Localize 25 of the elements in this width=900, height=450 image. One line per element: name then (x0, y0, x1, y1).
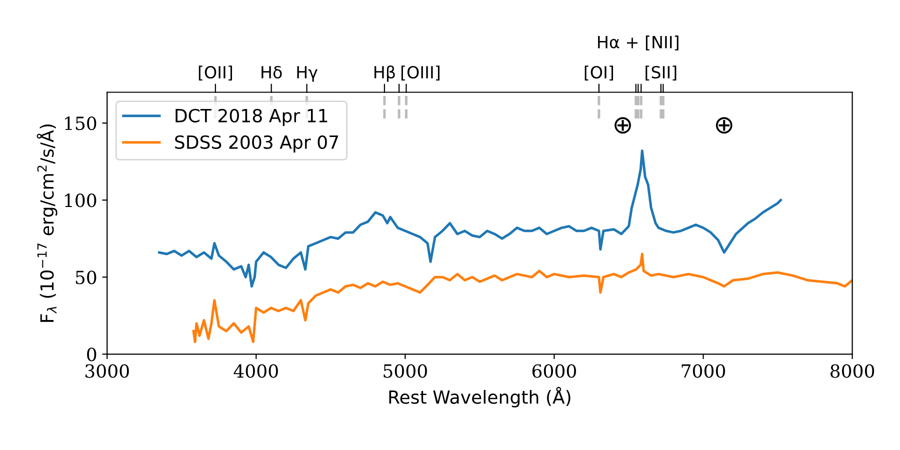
x-tick-label: 6000 (532, 364, 576, 378)
x-tick-label: 4000 (234, 364, 278, 378)
x-tick-label: 8000 (830, 364, 874, 378)
ref-line-label: Hβ (374, 66, 395, 82)
ref-line-label: [SII] (646, 66, 676, 81)
ref-line-label: [OI] (584, 66, 614, 81)
y-tick-label: 50 (76, 270, 96, 284)
x-tick-label: 3000 (86, 364, 129, 378)
ref-line-label: Hα + [NII] (598, 36, 678, 50)
y-axis-title: F$_{λ}$ (10$^{−17}$ erg/cm$^{2}$/s/Å) (36, 124, 58, 322)
ref-line-label: Hγ (297, 66, 318, 82)
ref-line-label: [OII] (198, 66, 232, 81)
y-tick-label: 100 (65, 194, 96, 208)
annotation: ⊕ (716, 117, 732, 134)
x-tick-label: 5000 (384, 364, 427, 378)
y-tick-label: 0 (87, 348, 96, 362)
legend-label: DCT 2018 Apr 11 (176, 108, 328, 126)
annotation: ⊕ (614, 117, 631, 134)
line-series (192, 252, 852, 344)
ref-line-label: [OIII] (401, 66, 440, 81)
legend-label: SDSS 2003 Apr 07 (175, 135, 338, 152)
x-tick-label: 7000 (682, 364, 726, 378)
y-tick-label: 150 (65, 116, 96, 130)
x-axis-title: Rest Wavelength (Å) (389, 386, 570, 408)
ref-line-label: Hδ (262, 66, 282, 79)
